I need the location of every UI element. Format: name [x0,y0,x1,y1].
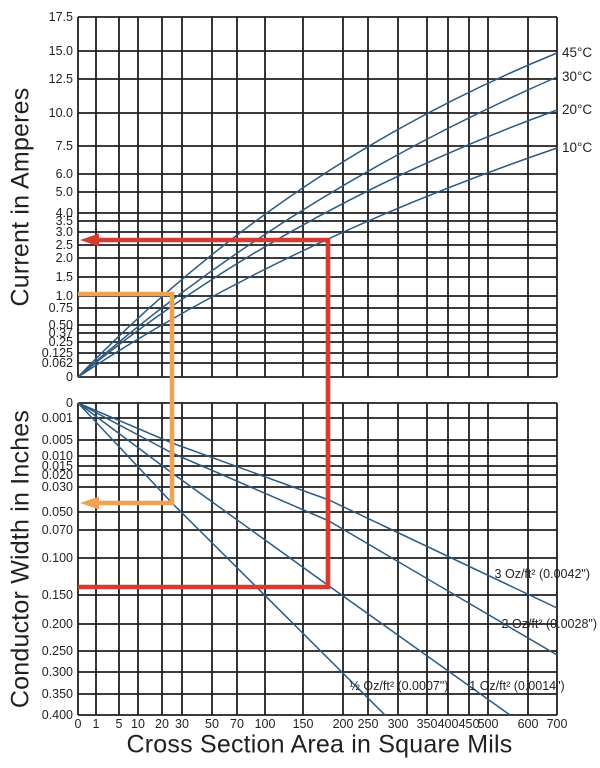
copper-weight-line-half-oz [77,402,386,716]
temperature-curve-label-45c: 45°C [562,45,592,60]
area-tick-label: 50 [205,717,219,731]
copper-weight-line-three-oz [77,402,558,609]
width-tick-label: 0.001 [42,411,73,425]
width-tick-label: 0.070 [42,523,73,537]
current-tick-label: 2.0 [56,251,73,265]
width-tick-label: 0 [66,396,73,410]
width-tick-label: 0.050 [42,505,73,519]
area-tick-label: 450 [459,717,480,731]
area-tick-label: 5 [116,717,123,731]
area-tick-label: 250 [358,717,379,731]
temperature-curve-label-20c: 20°C [562,102,592,117]
area-tick-label: 350 [417,717,438,731]
axis-tick-labels: 17.5 15.0 12.5 10.0 7.5 6.0 5.0 4.03.53.02.52.0… [42,10,568,731]
temperature-curve-10c [77,147,558,378]
current-tick-label: 0 [66,370,73,384]
area-tick-label: 600 [518,717,539,731]
copper-weight-line-two-oz [77,402,558,656]
area-tick-label: 1 [93,717,100,731]
top-chart-grid [77,16,558,378]
width-tick-label: 0.200 [42,617,73,631]
orange-example-arrowhead-icon [80,496,99,510]
copper-weight-label-half-oz: ½ Oz/ft² (0.0007") [350,679,449,693]
red-example-arrowhead-icon [80,233,99,247]
current-tick-label: 2.5 [56,238,73,252]
current-tick-label: 7.5 [56,139,73,153]
area-tick-label: 500 [478,717,499,731]
current-tick-label: 0.125 [42,346,73,360]
temperature-curve-label-30c: 30°C [562,69,592,84]
cross-section-axis-title: Cross Section Area in Square Mils [126,730,513,759]
current-tick-label: 3.5 [56,214,73,228]
area-tick-label: 10 [131,717,145,731]
width-tick-label: 0.350 [42,687,73,701]
temperature-curve-label-10c: 10°C [562,140,592,155]
current-tick-label: 0.75 [49,301,73,315]
area-tick-label: 70 [230,717,244,731]
width-tick-label: 0.100 [42,551,73,565]
temperature-curve-30c [77,76,558,378]
current-tick-label: 6.0 [56,167,73,181]
copper-weight-lines [77,402,558,716]
area-tick-label: 300 [388,717,409,731]
width-tick-label: 0.300 [42,665,73,679]
width-tick-label: 0.020 [42,468,73,482]
width-tick-label: 0.250 [42,644,73,658]
temperature-curve-45c [77,52,558,378]
current-tick-label: 12.5 [49,72,73,86]
width-tick-label: 0.010 [42,449,73,463]
bottom-chart-grid [77,402,558,716]
copper-weight-label-one-oz: 1 Oz/ft² (0.0014") [469,679,564,693]
current-tick-label: 3.0 [56,225,73,239]
current-tick-label: 4.0 [56,206,73,220]
current-tick-label: 0.37 [49,326,73,340]
temperature-curve-20c [77,109,558,378]
current-tick-label: 1.0 [56,289,73,303]
current-tick-label: 5.0 [56,185,73,199]
curve-labels: 45°C 30°C 20°C 10°C 3 Oz/ft² (0.0042") 2 Oz/f… [350,45,597,693]
current-tick-label: 0.25 [49,335,73,349]
area-tick-label: 30 [175,717,189,731]
area-tick-label: 150 [293,717,314,731]
red-example-path [78,237,331,590]
width-tick-label: 0.150 [42,588,73,602]
area-tick-label: 20 [155,717,169,731]
current-tick-label: 17.5 [49,10,73,24]
current-tick-label: 15.0 [49,44,73,58]
width-tick-label: 0.030 [42,480,73,494]
area-tick-label: 700 [547,717,568,731]
area-tick-label: 100 [255,717,276,731]
area-tick-label: 400 [438,717,459,731]
example-overlays [78,233,331,590]
temperature-rise-curves [77,52,558,378]
current-tick-label: 1.5 [56,270,73,284]
copper-weight-label-three-oz: 3 Oz/ft² (0.0042") [495,567,590,581]
current-tick-label: 10.0 [49,106,73,120]
orange-example-path [78,291,175,506]
current-tick-label: 0.50 [49,318,73,332]
width-tick-label: 0.015 [42,459,73,473]
area-tick-label: 0 [75,717,82,731]
width-tick-label: 0.400 [42,708,73,722]
area-tick-label: 200 [333,717,354,731]
copper-weight-label-two-oz: 2 Oz/ft² (0.0028") [502,617,597,631]
width-tick-label: 0.005 [42,433,73,447]
copper-weight-line-one-oz [77,402,511,716]
current-tick-label: 0.062 [42,356,73,370]
